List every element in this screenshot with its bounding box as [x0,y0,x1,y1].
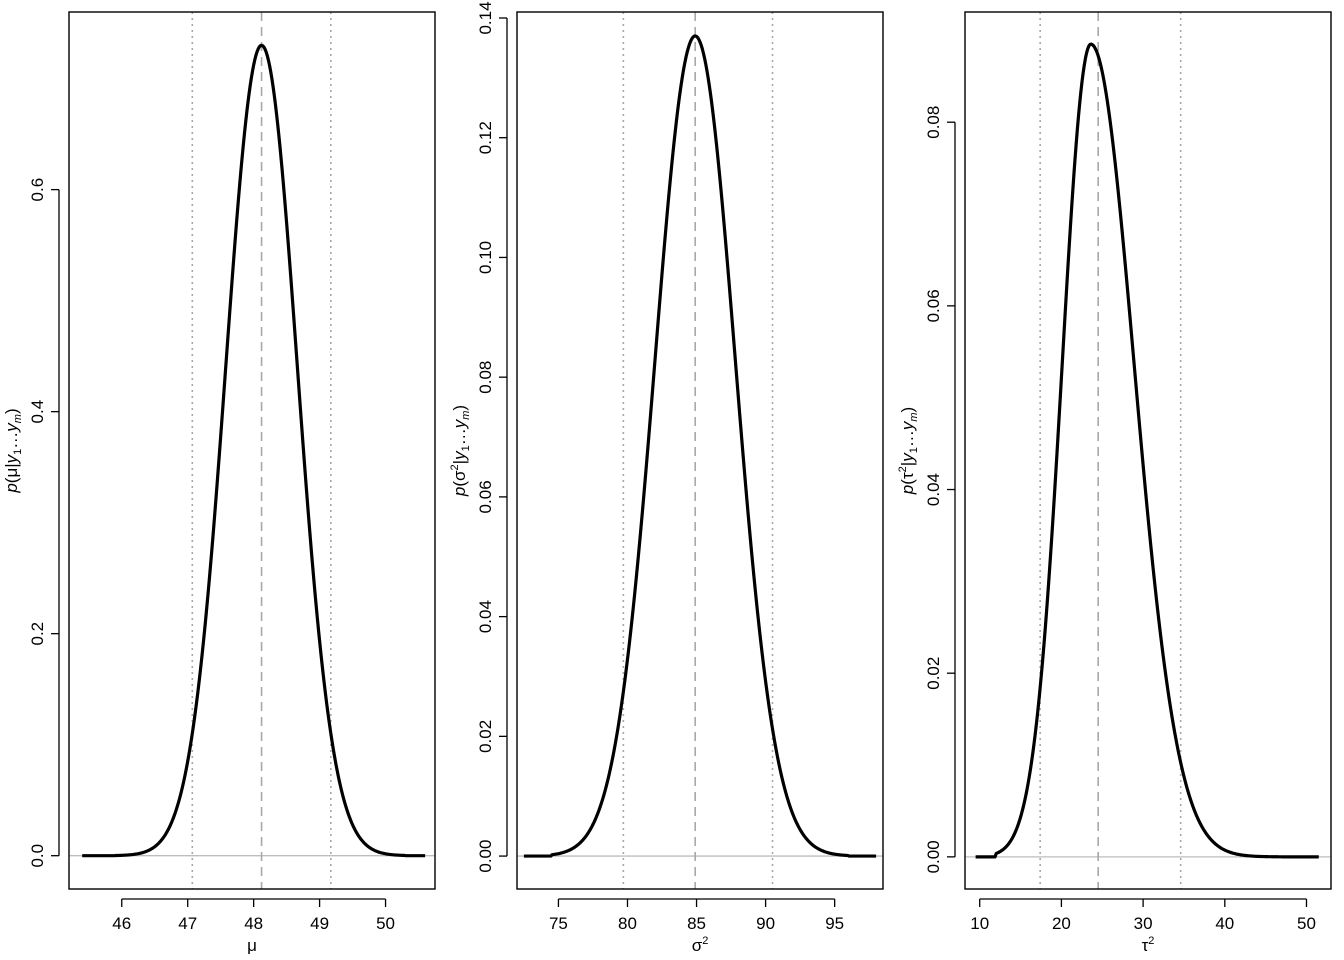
panel-mu: 46 47 48 49 50 0.0 0.2 0.4 0.6 μ p(μ|y1…ym) [2,11,436,955]
y-tick-label: 0.00 [924,840,943,873]
panel-tau-squared: 10 20 30 40 50 0.00 0.02 0.04 0.06 0.08 τ2 p(τ2|y1…… [897,11,1332,955]
y-axis-title-sigma-squared: p(σ2|y1…ym) [449,405,472,497]
y-tick-label: 0.2 [28,622,47,646]
y-tick-label: 0.14 [476,1,495,34]
x-tick-label: 95 [825,914,844,933]
y-tick-label: 0.08 [924,106,943,139]
x-tick-label: 48 [244,914,263,933]
y-tick-label: 0.0 [28,844,47,868]
y-axis-title-mu: p(μ|y1…ym) [2,408,24,493]
y-axis-title-tau-squared: p(τ2|y1…ym) [897,407,920,495]
x-tick-label: 40 [1215,914,1234,933]
density-curve [975,42,1320,859]
x-tick-label: 80 [618,914,637,933]
y-tick-label: 0.06 [476,480,495,513]
density-curve [81,43,426,858]
y-tick-label: 0.08 [476,361,495,394]
y-tick-label: 0.04 [924,473,943,506]
x-tick-label: 30 [1134,914,1153,933]
x-tick-label: 85 [687,914,706,933]
x-tick-label: 10 [970,914,989,933]
x-tick-label: 75 [549,914,568,933]
x-axis-title-tau-squared: τ2 [1142,935,1155,955]
x-tick-label: 20 [1052,914,1071,933]
x-tick-label: 47 [178,914,197,933]
x-tick-label: 50 [1297,914,1316,933]
x-tick-label: 50 [376,914,395,933]
x-axis-title-mu: μ [247,936,257,955]
y-tick-label: 0.02 [924,657,943,690]
y-tick-label: 0.00 [476,840,495,873]
density-curve [523,34,877,858]
x-tick-label: 49 [310,914,329,933]
plot-frame [516,11,884,890]
y-tick-label: 0.06 [924,289,943,322]
y-tick-label: 0.02 [476,720,495,753]
x-tick-label: 46 [112,914,131,933]
y-tick-label: 0.04 [476,600,495,633]
y-tick-label: 0.10 [476,241,495,274]
plot-frame [68,11,436,890]
y-tick-label: 0.12 [476,121,495,154]
plot-frame [964,11,1332,890]
x-tick-label: 90 [756,914,775,933]
panel-sigma-squared: 75 80 85 90 95 0.00 0.02 0.04 0.06 0.08 0.10 0.12 0.… [449,1,884,955]
x-axis-title-sigma-squared: σ2 [692,935,709,955]
y-tick-label: 0.4 [28,400,47,424]
y-tick-label: 0.6 [28,178,47,202]
